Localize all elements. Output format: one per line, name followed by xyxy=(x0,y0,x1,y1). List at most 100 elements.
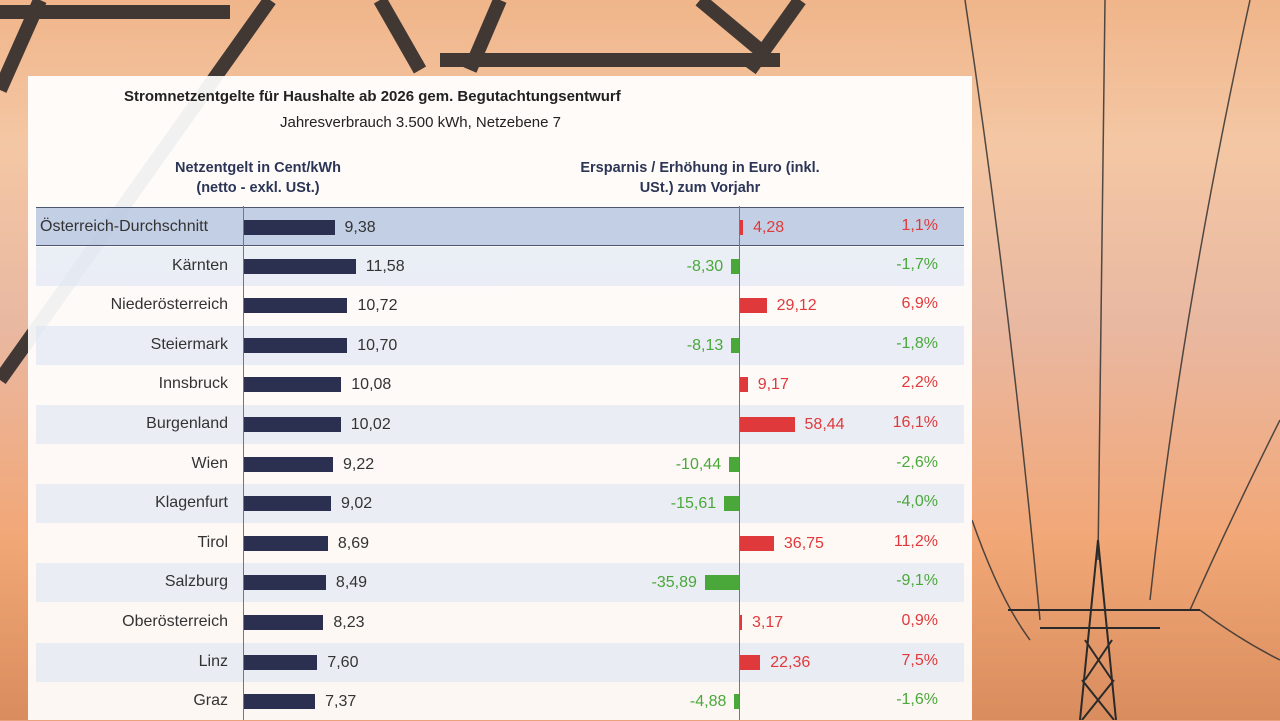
percent-change-label: -2,6% xyxy=(896,453,938,471)
category-label: Graz xyxy=(193,692,228,710)
table-row: Tirol 8,69 36,75 11,2% xyxy=(36,524,964,563)
increase-bar xyxy=(739,417,795,432)
cent-value-label: 8,49 xyxy=(335,574,368,592)
table-row: Burgenland 10,02 58,44 16,1% xyxy=(36,405,964,444)
savings-bar xyxy=(734,694,739,710)
euro-change-label: 36,75 xyxy=(783,534,824,552)
category-label: Niederösterreich xyxy=(110,296,228,314)
category-label: Steiermark xyxy=(150,335,228,353)
euro-change-label: -10,44 xyxy=(675,455,722,473)
cent-value-label: 10,70 xyxy=(357,336,398,354)
right-header-line-1: Ersparnis / Erhöhung in Euro (inkl. xyxy=(580,160,820,176)
category-label: Burgenland xyxy=(146,415,228,432)
savings-bar xyxy=(731,337,739,353)
table-row: Wien 9,22 -10,44 -2,6% xyxy=(36,445,964,484)
cent-bar xyxy=(244,615,324,630)
table-row: Salzburg 8,49 -35,89 -9,1% xyxy=(36,563,964,603)
cent-axis-line xyxy=(243,206,244,720)
table-row: Österreich-Durchschnitt 9,38 4,28 1,1% xyxy=(36,207,964,246)
percent-change-label: 2,2% xyxy=(901,374,938,392)
savings-bar xyxy=(731,258,739,274)
table-row: Kärnten 11,58 -8,30 -1,7% xyxy=(36,246,964,286)
percent-change-label: 11,2% xyxy=(893,532,938,550)
cent-value-label: 10,08 xyxy=(351,376,392,394)
cent-bar xyxy=(244,298,348,314)
euro-change-label: 58,44 xyxy=(804,416,845,433)
chart-subtitle: Jahresverbrauch 3.500 kWh, Netzebene 7 xyxy=(280,114,561,131)
category-label: Innsbruck xyxy=(158,375,228,393)
table-row: Graz 7,37 -4,88 -1,6% xyxy=(36,682,964,721)
left-header-line-2: (netto - exkl. USt.) xyxy=(196,180,320,196)
table-row: Innsbruck 10,08 9,17 2,2% xyxy=(36,365,964,404)
euro-change-label: -8,30 xyxy=(686,257,724,275)
zero-axis-line xyxy=(739,206,740,720)
chart-panel xyxy=(28,76,972,720)
increase-bar xyxy=(739,220,744,235)
increase-bar xyxy=(739,535,774,551)
increase-bar xyxy=(739,654,761,670)
euro-change-label: 4,28 xyxy=(753,219,785,236)
euro-change-label: 9,17 xyxy=(757,376,789,394)
savings-bar xyxy=(724,496,739,512)
cent-bar xyxy=(244,694,316,710)
table-row: Oberösterreich 8,23 3,17 0,9% xyxy=(36,603,964,642)
cent-value-label: 8,69 xyxy=(337,534,369,552)
left-header-line-1: Netzentgelt in Cent/kWh xyxy=(175,160,341,176)
percent-change-label: 0,9% xyxy=(901,612,938,629)
increase-bar xyxy=(739,377,748,393)
table-row: Niederösterreich 10,72 29,12 6,9% xyxy=(36,286,964,325)
cent-bar xyxy=(244,337,348,353)
table-row: Klagenfurt 9,02 -15,61 -4,0% xyxy=(36,484,964,524)
percent-change-label: -4,0% xyxy=(896,493,938,511)
euro-change-label: -8,13 xyxy=(686,336,724,354)
cent-bar xyxy=(244,654,318,670)
percent-change-label: 6,9% xyxy=(901,295,938,313)
percent-change-label: -9,1% xyxy=(896,572,938,590)
euro-change-label: 22,36 xyxy=(770,653,811,671)
euro-change-label: -4,88 xyxy=(689,693,727,711)
euro-change-label: 29,12 xyxy=(776,297,817,315)
cent-value-label: 9,02 xyxy=(341,495,373,513)
left-column-header: Netzentgelt in Cent/kWh (netto - exkl. U… xyxy=(150,158,366,198)
category-label: Linz xyxy=(198,652,228,670)
cent-value-label: 8,23 xyxy=(333,614,365,631)
category-label: Tirol xyxy=(197,533,228,551)
percent-change-label: 7,5% xyxy=(901,651,938,669)
percent-change-label: -1,7% xyxy=(896,255,938,273)
chart-title: Stromnetzentgelte für Haushalte ab 2026 … xyxy=(124,88,621,105)
percent-change-label: 16,1% xyxy=(892,414,938,431)
savings-bar xyxy=(729,456,739,472)
cent-bar xyxy=(244,417,341,432)
savings-bar xyxy=(704,575,739,591)
increase-bar xyxy=(739,615,742,630)
percent-change-label: -1,8% xyxy=(896,334,938,352)
table-row: Linz 7,60 22,36 7,5% xyxy=(36,642,964,682)
category-label: Kärnten xyxy=(171,256,228,274)
percent-change-label: -1,6% xyxy=(896,691,938,709)
cent-bar xyxy=(244,496,332,512)
category-label: Salzburg xyxy=(164,573,228,591)
cent-value-label: 7,37 xyxy=(325,693,357,711)
cent-value-label: 10,72 xyxy=(357,297,398,315)
table-row: Steiermark 10,70 -8,13 -1,8% xyxy=(36,325,964,365)
cent-value-label: 11,58 xyxy=(365,257,405,275)
cent-value-label: 10,02 xyxy=(350,416,391,433)
category-label: Klagenfurt xyxy=(155,494,228,512)
cent-bar xyxy=(244,377,342,393)
cent-bar xyxy=(244,456,333,472)
increase-bar xyxy=(739,298,767,314)
category-label: Oberösterreich xyxy=(122,613,228,630)
cent-value-label: 9,22 xyxy=(342,455,375,473)
cent-value-label: 7,60 xyxy=(327,653,359,671)
percent-change-label: 1,1% xyxy=(901,217,938,234)
euro-change-label: -15,61 xyxy=(670,495,717,513)
cent-value-label: 9,38 xyxy=(344,219,376,236)
euro-change-label: -35,89 xyxy=(651,574,697,592)
cent-bar xyxy=(244,258,356,274)
cent-bar xyxy=(244,575,326,591)
right-header-line-2: USt.) zum Vorjahr xyxy=(639,180,761,196)
category-label: Österreich-Durchschnitt xyxy=(40,218,209,235)
cent-bar xyxy=(244,535,328,551)
category-label: Wien xyxy=(191,454,228,472)
euro-change-label: 3,17 xyxy=(752,614,784,631)
